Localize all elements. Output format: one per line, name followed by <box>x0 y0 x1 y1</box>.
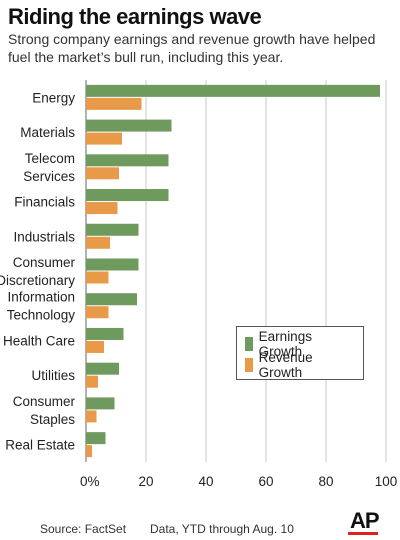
x-tick-label-40: 40 <box>198 474 213 489</box>
category-label-2-line0: Telecom <box>25 151 75 166</box>
ap-logo-underline <box>348 532 378 535</box>
legend-swatch-revenue <box>245 357 253 372</box>
bar-earnings-1 <box>86 119 172 132</box>
legend-item-earnings: Earnings Growth <box>245 329 355 359</box>
category-label-9-line0: Consumer <box>13 394 76 409</box>
bar-earnings-8 <box>86 362 119 375</box>
x-tick-label-60: 60 <box>258 474 273 489</box>
x-tick-label-100: 100 <box>375 474 398 489</box>
category-label-6-line1: Technology <box>7 308 76 323</box>
bar-revenue-9 <box>86 410 97 423</box>
category-label-8: Utilities <box>31 368 75 383</box>
data-note: Data, YTD through Aug. 10 <box>150 522 294 536</box>
category-label-2-line1: Services <box>23 169 75 184</box>
bar-revenue-5 <box>86 271 109 284</box>
category-label-7: Health Care <box>3 333 75 348</box>
legend: Earnings Growth Revenue Growth <box>236 326 364 380</box>
chart-title: Riding the earnings wave <box>8 4 262 29</box>
bar-revenue-3 <box>86 202 118 215</box>
ap-logo: AP <box>350 508 380 533</box>
bar-earnings-2 <box>86 154 169 167</box>
x-tick-label-80: 80 <box>318 474 333 489</box>
bar-earnings-5 <box>86 258 139 271</box>
bar-earnings-3 <box>86 189 169 202</box>
legend-swatch-earnings <box>245 336 253 351</box>
bar-revenue-4 <box>86 236 110 249</box>
category-label-5-line1: Discretionary <box>0 273 75 288</box>
bar-revenue-1 <box>86 132 122 145</box>
category-label-5-line0: Consumer <box>13 255 76 270</box>
category-label-0: Energy <box>32 90 75 105</box>
x-tick-label-20: 20 <box>138 474 153 489</box>
legend-label-earnings: Earnings Growth <box>258 328 312 359</box>
source-note: Source: FactSet <box>40 522 127 536</box>
bar-earnings-10 <box>86 432 106 445</box>
x-tick-label-0: 0% <box>80 474 100 489</box>
bar-earnings-0 <box>86 84 380 97</box>
legend-label-revenue: Revenue Growth <box>258 349 313 380</box>
chart-subtitle: Strong company earnings and revenue grow… <box>8 31 376 65</box>
category-label-4: Industrials <box>13 229 75 244</box>
category-label-9-line1: Staples <box>30 412 75 427</box>
category-label-10: Real Estate <box>5 438 75 453</box>
bar-earnings-9 <box>86 397 115 410</box>
category-label-6-line0: Information <box>7 290 75 305</box>
bar-revenue-2 <box>86 167 119 180</box>
bar-earnings-7 <box>86 327 124 340</box>
bar-revenue-8 <box>86 375 98 388</box>
bar-earnings-4 <box>86 223 139 236</box>
category-label-3: Financials <box>14 195 75 210</box>
bar-earnings-6 <box>86 293 137 306</box>
category-label-1: Materials <box>20 125 75 140</box>
bar-revenue-10 <box>86 445 92 458</box>
legend-item-revenue: Revenue Growth <box>245 350 355 380</box>
bar-revenue-0 <box>86 97 142 110</box>
bar-revenue-7 <box>86 340 104 353</box>
bar-revenue-6 <box>86 306 109 319</box>
